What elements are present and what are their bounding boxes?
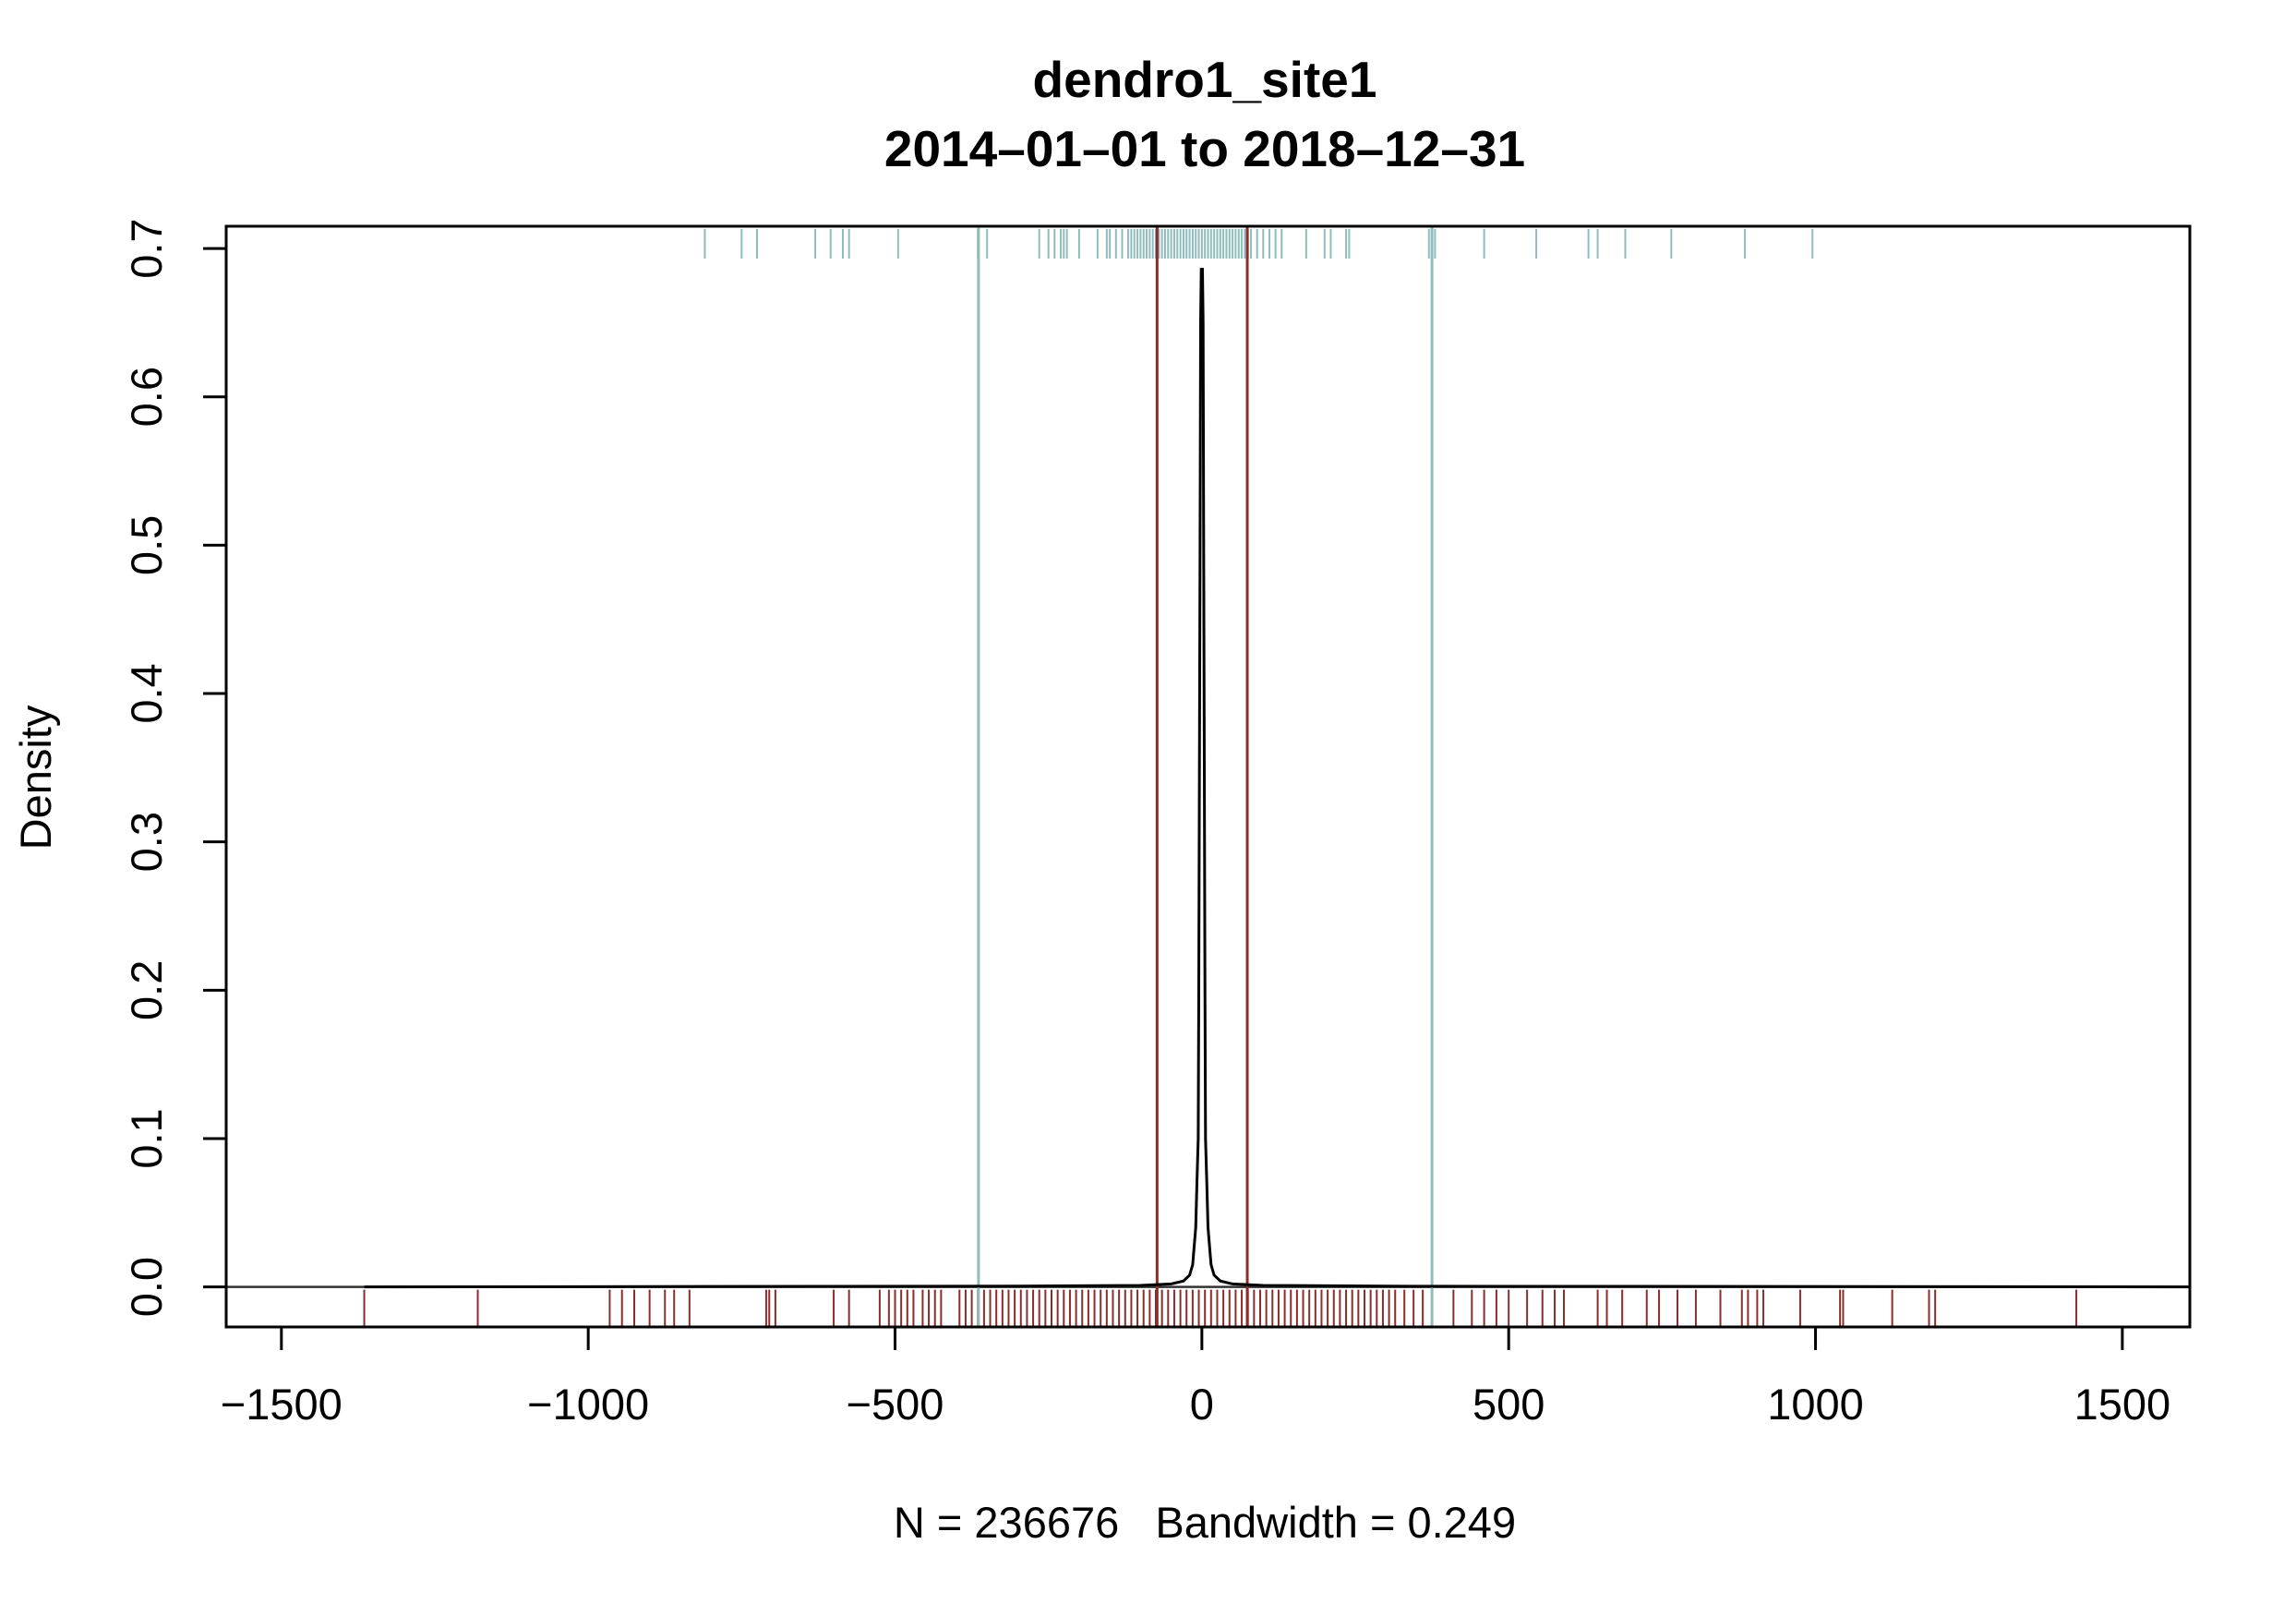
chart-subtitle: 2014–01–01 to 2018–12–31 [884, 120, 1525, 177]
x-tick-label: −1500 [221, 1380, 343, 1429]
x-tick-label: 0 [1190, 1380, 1214, 1429]
bottom-rug [363, 1289, 2078, 1326]
vertical-lines [977, 226, 1434, 1327]
y-tick-label: 0.2 [122, 960, 171, 1020]
y-tick-label: 0.1 [122, 1108, 171, 1168]
y-tick-label: 0.7 [122, 218, 171, 278]
y-tick-label: 0.4 [122, 663, 171, 723]
y-tick-label: 0.3 [122, 812, 171, 872]
x-tick-label: 1500 [2074, 1380, 2171, 1429]
x-axis-label: N = 236676 Bandwidth = 0.249 [894, 1498, 1516, 1547]
y-tick-label: 0.6 [122, 367, 171, 427]
y-tick-label: 0.0 [122, 1257, 171, 1317]
x-tick-label: 500 [1473, 1380, 1545, 1429]
density-line [364, 268, 2191, 1289]
plot-frame [224, 224, 2192, 1329]
y-tick-label: 0.5 [122, 515, 171, 575]
y-axis: 0.0 0.1 0.2 0.3 0.4 0.5 0.6 0.7 [122, 218, 228, 1317]
x-axis: −1500 −1000 −500 0 500 1000 1500 [221, 1325, 2171, 1429]
top-rug [703, 229, 1814, 259]
y-axis-label: Density [11, 705, 60, 850]
x-tick-label: −1000 [527, 1380, 649, 1429]
x-tick-label: 1000 [1767, 1380, 1864, 1429]
chart-title: dendro1_site1 [1033, 51, 1377, 108]
density-curve [364, 268, 2191, 1289]
x-tick-label: −500 [847, 1380, 944, 1429]
